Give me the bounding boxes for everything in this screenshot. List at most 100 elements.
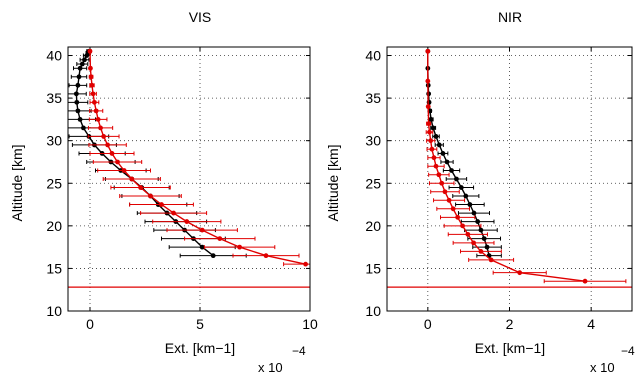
x-axis-multiplier: x 10 <box>258 360 283 375</box>
data-point <box>478 248 484 254</box>
chart-title: VIS <box>189 9 212 25</box>
data-point <box>73 91 79 97</box>
x-axis-exponent: −4 <box>292 344 306 358</box>
plot-frame <box>67 46 311 312</box>
data-point <box>431 155 437 161</box>
plot-frame <box>386 46 633 312</box>
data-point <box>439 180 445 186</box>
data-point <box>98 125 103 131</box>
y-tick-label: 25 <box>365 175 381 191</box>
data-point <box>77 65 83 71</box>
data-point <box>105 142 110 148</box>
x-tick-label: 0 <box>424 316 432 332</box>
y-tick-label: 10 <box>46 303 62 319</box>
x-tick-label: 4 <box>587 316 595 332</box>
data-point <box>263 253 269 259</box>
series-line <box>427 51 586 282</box>
data-point <box>88 74 94 80</box>
data-point <box>148 193 153 199</box>
data-point <box>184 219 190 224</box>
data-point <box>74 99 80 105</box>
data-point <box>171 210 177 216</box>
data-point <box>475 219 481 224</box>
data-point <box>481 236 487 242</box>
y-tick-label: 25 <box>46 175 62 191</box>
y-tick-label: 30 <box>46 133 62 149</box>
series-1 <box>425 48 627 284</box>
data-point <box>454 176 459 182</box>
data-layer <box>68 48 310 288</box>
panel-nir: NIR 0 2 4 10 15 20 25 30 35 40 Altitude [km] Ext.… <box>325 9 635 375</box>
y-tick-label: 10 <box>365 303 381 319</box>
data-point <box>95 116 101 122</box>
data-point <box>237 244 243 250</box>
data-point <box>87 48 93 54</box>
data-point <box>429 146 435 152</box>
data-point <box>129 176 135 182</box>
data-point <box>455 214 461 220</box>
data-point <box>484 244 490 250</box>
data-point <box>121 168 127 173</box>
data-point <box>460 223 465 229</box>
data-point <box>471 240 476 246</box>
series-1 <box>87 48 310 267</box>
data-point <box>159 202 164 207</box>
data-point <box>458 185 464 190</box>
data-point <box>199 244 205 250</box>
series-0 <box>425 48 502 259</box>
y-tick-label: 40 <box>365 48 381 64</box>
data-point <box>76 74 82 80</box>
data-point <box>303 261 308 267</box>
y-tick-label: 20 <box>365 218 381 234</box>
x-axis-multiplier: x 10 <box>590 360 615 375</box>
x-axis-label: Ext. [km−1] <box>165 340 235 356</box>
y-axis-label: Altitude [km] <box>325 144 341 221</box>
data-point <box>471 210 477 216</box>
data-point <box>442 189 448 195</box>
data-point <box>109 151 115 156</box>
data-point <box>426 99 432 105</box>
plot-area: 0 5 10 10 15 20 25 30 35 40 <box>46 46 318 332</box>
data-point <box>89 82 95 88</box>
data-point <box>517 270 523 276</box>
data-point <box>582 278 588 284</box>
chart-title: NIR <box>498 9 522 25</box>
data-point <box>433 134 439 139</box>
data-point <box>425 104 431 110</box>
data-point <box>427 129 432 135</box>
data-point <box>75 82 81 88</box>
data-point <box>478 227 484 233</box>
data-point <box>92 99 97 105</box>
y-tick-label: 30 <box>365 133 381 149</box>
x-axis-exponent: −4 <box>621 344 635 358</box>
data-point <box>440 151 446 156</box>
data-point <box>428 138 434 144</box>
x-tick-label: 10 <box>302 316 318 332</box>
data-point <box>433 163 439 169</box>
data-point <box>463 193 469 199</box>
data-point <box>217 236 223 242</box>
data-point <box>77 116 83 122</box>
data-point <box>426 121 432 127</box>
data-point <box>75 108 81 114</box>
series-line <box>427 51 490 256</box>
data-point <box>449 168 454 173</box>
data-point <box>101 134 107 139</box>
data-point <box>81 125 86 131</box>
y-tick-label: 35 <box>365 90 381 106</box>
data-point <box>446 197 452 203</box>
data-point <box>93 108 99 114</box>
panel-vis: VIS 0 5 10 10 15 20 25 30 35 40 Altitude [km] Ext… <box>9 9 318 375</box>
y-tick-label: 20 <box>46 218 62 234</box>
data-point <box>488 257 494 263</box>
x-tick-label: 2 <box>506 316 514 332</box>
data-point <box>467 202 473 207</box>
data-point <box>425 78 431 84</box>
plot-area: 0 2 4 10 15 20 25 30 35 40 <box>365 46 633 332</box>
x-tick-label: 0 <box>86 316 94 332</box>
data-point <box>79 61 85 67</box>
data-point <box>210 253 216 259</box>
data-point <box>88 65 93 71</box>
data-point <box>115 159 120 165</box>
data-layer <box>387 48 632 288</box>
